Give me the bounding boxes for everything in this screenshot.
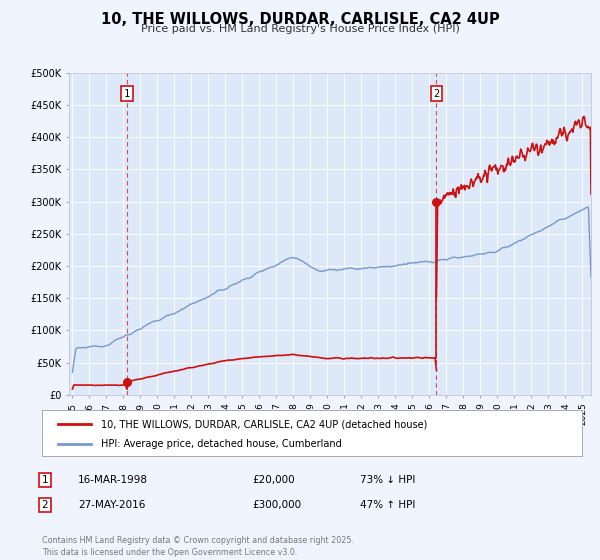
Point <box>122 377 132 386</box>
Text: 10, THE WILLOWS, DURDAR, CARLISLE, CA2 4UP: 10, THE WILLOWS, DURDAR, CARLISLE, CA2 4… <box>101 12 499 27</box>
Text: 73% ↓ HPI: 73% ↓ HPI <box>360 475 415 485</box>
Text: 2: 2 <box>433 88 440 99</box>
Text: £300,000: £300,000 <box>252 500 301 510</box>
Text: HPI: Average price, detached house, Cumberland: HPI: Average price, detached house, Cumb… <box>101 438 342 449</box>
Text: 2: 2 <box>41 500 49 510</box>
Text: 27-MAY-2016: 27-MAY-2016 <box>78 500 145 510</box>
Point <box>431 197 441 206</box>
Text: 16-MAR-1998: 16-MAR-1998 <box>78 475 148 485</box>
Text: 1: 1 <box>41 475 49 485</box>
Text: 10, THE WILLOWS, DURDAR, CARLISLE, CA2 4UP (detached house): 10, THE WILLOWS, DURDAR, CARLISLE, CA2 4… <box>101 419 428 430</box>
Text: 47% ↑ HPI: 47% ↑ HPI <box>360 500 415 510</box>
Text: Contains HM Land Registry data © Crown copyright and database right 2025.
This d: Contains HM Land Registry data © Crown c… <box>42 536 354 557</box>
Text: Price paid vs. HM Land Registry's House Price Index (HPI): Price paid vs. HM Land Registry's House … <box>140 24 460 34</box>
Text: 1: 1 <box>124 88 130 99</box>
Text: £20,000: £20,000 <box>252 475 295 485</box>
